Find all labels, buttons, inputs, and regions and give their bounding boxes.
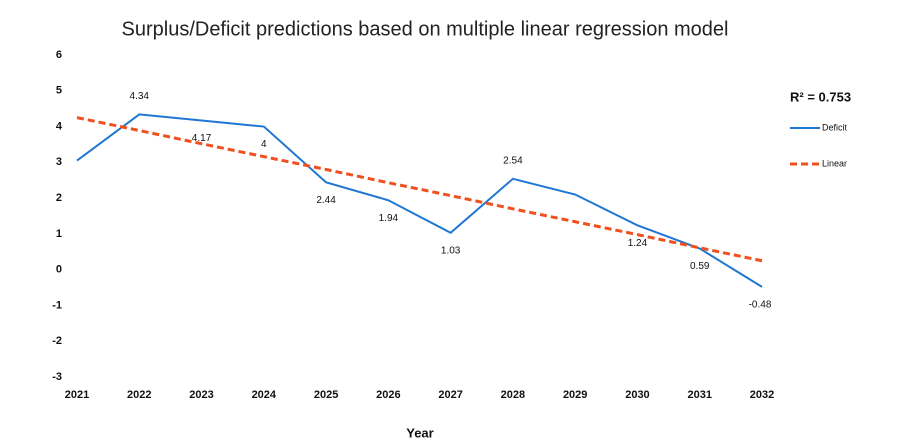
y-tick-label: -2: [52, 335, 62, 347]
chart-title: Surplus/Deficit predictions based on mul…: [122, 18, 729, 40]
series-line: [76, 116, 763, 263]
x-tick-label: 2030: [625, 389, 649, 401]
data-label: 0.59: [690, 261, 710, 272]
data-label: -0.48: [749, 299, 772, 310]
x-tick-label: 2031: [687, 389, 711, 401]
y-tick-label: -1: [52, 299, 62, 311]
y-tick-label: 2: [56, 192, 62, 204]
data-label: 4.34: [130, 91, 150, 102]
x-tick-label: 2027: [438, 389, 462, 401]
r-squared: R² = 0.753: [790, 89, 851, 104]
data-label: 2.44: [316, 195, 336, 206]
legend-label: Linear: [822, 158, 847, 168]
y-tick-label: 3: [56, 156, 62, 168]
data-label: 1.24: [628, 238, 648, 249]
y-tick-label: 4: [56, 120, 63, 132]
data-label: 4.17: [192, 133, 212, 144]
data-label: 4: [261, 139, 267, 150]
data-label: 2.54: [503, 155, 523, 166]
y-tick-label: 1: [56, 228, 62, 240]
x-axis-label: Year: [406, 425, 433, 438]
y-tick-label: -3: [52, 371, 62, 383]
y-tick-label: 0: [56, 264, 62, 276]
y-tick-label: 5: [56, 85, 62, 97]
x-tick-label: 2029: [563, 389, 587, 401]
x-tick-label: 2028: [501, 389, 525, 401]
x-tick-label: 2023: [189, 389, 213, 401]
x-tick-label: 2025: [314, 389, 338, 401]
x-tick-label: 2024: [252, 389, 277, 401]
legend-label: Deficit: [822, 122, 848, 132]
x-tick-label: 2026: [376, 389, 400, 401]
x-tick-label: 2021: [65, 389, 89, 401]
x-tick-label: 2022: [127, 389, 151, 401]
x-tick-label: 2032: [750, 389, 774, 401]
data-label: 1.03: [441, 245, 461, 256]
series-line: [76, 113, 763, 288]
data-label: 1.94: [379, 213, 399, 224]
y-tick-label: 6: [56, 49, 62, 61]
